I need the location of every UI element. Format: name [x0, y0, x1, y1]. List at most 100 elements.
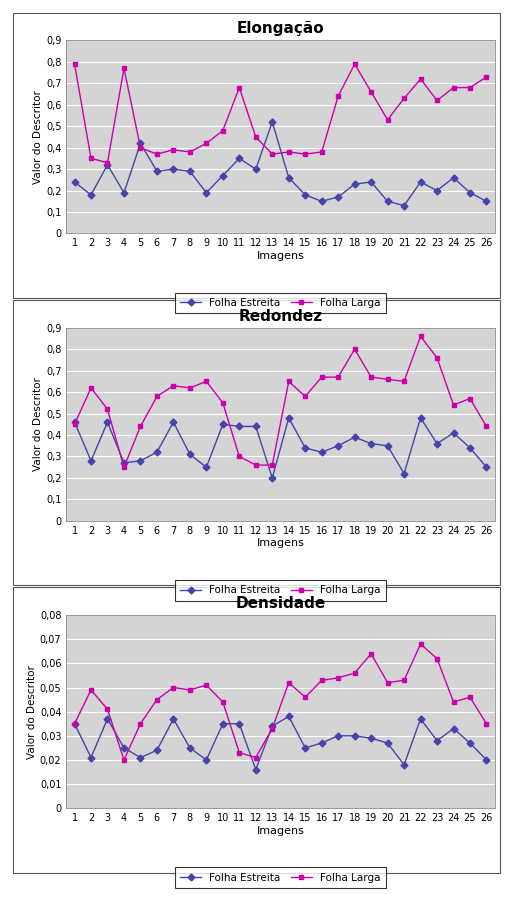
Line: Folha Estreita: Folha Estreita — [72, 119, 488, 208]
Folha Estreita — [449, 723, 456, 734]
Folha Larga — [186, 383, 192, 393]
Folha Larga — [285, 146, 291, 157]
Folha Estreita — [252, 421, 259, 432]
Folha Estreita — [417, 412, 423, 423]
Folha Larga — [219, 697, 225, 708]
Folha Larga — [417, 638, 423, 649]
Folha Larga — [71, 58, 77, 69]
Folha Larga — [88, 153, 94, 163]
Folha Estreita — [367, 733, 374, 744]
Folha Larga — [433, 653, 439, 664]
Folha Estreita — [88, 455, 94, 466]
Folha Larga — [170, 145, 176, 155]
Folha Larga — [269, 460, 275, 471]
Folha Larga — [334, 372, 341, 383]
Folha Estreita — [285, 172, 291, 183]
Folha Larga — [334, 673, 341, 683]
Line: Folha Larga: Folha Larga — [72, 334, 488, 470]
Folha Estreita — [236, 153, 242, 163]
Folha Estreita — [104, 160, 110, 171]
Y-axis label: Valor do Descritor: Valor do Descritor — [33, 90, 43, 184]
Title: Densidade: Densidade — [235, 596, 325, 612]
Folha Larga — [433, 352, 439, 363]
Folha Estreita — [384, 737, 390, 748]
Folha Estreita — [384, 440, 390, 451]
Folha Larga — [351, 344, 357, 355]
Folha Estreita — [203, 754, 209, 765]
Folha Estreita — [351, 730, 357, 741]
Folha Estreita — [71, 417, 77, 427]
Folha Larga — [137, 718, 143, 729]
Folha Larga — [367, 648, 374, 659]
Folha Larga — [301, 691, 307, 702]
Folha Larga — [219, 125, 225, 136]
Folha Larga — [154, 149, 160, 160]
Line: Folha Larga: Folha Larga — [72, 62, 488, 165]
Folha Larga — [121, 63, 127, 74]
Folha Estreita — [334, 191, 341, 202]
Legend: Folha Estreita, Folha Larga: Folha Estreita, Folha Larga — [175, 293, 385, 313]
Folha Larga — [104, 157, 110, 168]
Folha Larga — [400, 376, 406, 387]
Folha Estreita — [170, 714, 176, 725]
Folha Larga — [285, 376, 291, 387]
Folha Estreita — [285, 412, 291, 423]
Folha Larga — [269, 149, 275, 160]
Folha Estreita — [71, 718, 77, 729]
Folha Estreita — [417, 714, 423, 725]
Folha Estreita — [483, 754, 489, 765]
Folha Larga — [104, 704, 110, 715]
Folha Larga — [367, 86, 374, 97]
Folha Larga — [186, 684, 192, 695]
Folha Larga — [121, 754, 127, 765]
Legend: Folha Estreita, Folha Larga: Folha Estreita, Folha Larga — [175, 867, 385, 888]
Folha Estreita — [219, 718, 225, 729]
X-axis label: Imagens: Imagens — [256, 826, 304, 836]
Folha Larga — [170, 381, 176, 392]
Folha Estreita — [88, 189, 94, 200]
Folha Estreita — [449, 172, 456, 183]
Folha Estreita — [351, 179, 357, 189]
Folha Estreita — [121, 458, 127, 469]
Folha Estreita — [318, 447, 324, 458]
Folha Larga — [252, 753, 259, 763]
Folha Estreita — [433, 735, 439, 746]
Folha Larga — [449, 83, 456, 93]
Folha Estreita — [483, 196, 489, 207]
Folha Larga — [121, 462, 127, 472]
Legend: Folha Estreita, Folha Larga: Folha Estreita, Folha Larga — [175, 580, 385, 601]
Folha Estreita — [154, 447, 160, 458]
Folha Larga — [252, 460, 259, 471]
Folha Larga — [301, 391, 307, 401]
Folha Larga — [449, 400, 456, 410]
Folha Estreita — [186, 449, 192, 460]
Folha Estreita — [104, 417, 110, 427]
Folha Estreita — [154, 166, 160, 177]
Folha Larga — [483, 72, 489, 83]
Line: Folha Larga: Folha Larga — [72, 642, 488, 762]
Folha Larga — [384, 677, 390, 688]
Folha Estreita — [334, 730, 341, 741]
Line: Folha Estreita: Folha Estreita — [72, 416, 488, 480]
Folha Estreita — [121, 743, 127, 753]
Folha Estreita — [137, 753, 143, 763]
X-axis label: Imagens: Imagens — [256, 539, 304, 549]
Folha Larga — [154, 391, 160, 401]
Folha Larga — [170, 682, 176, 693]
Folha Estreita — [318, 737, 324, 748]
Folha Larga — [88, 684, 94, 695]
Folha Estreita — [170, 163, 176, 174]
Folha Estreita — [301, 743, 307, 753]
Folha Estreita — [318, 196, 324, 207]
Folha Larga — [400, 675, 406, 686]
Folha Larga — [203, 376, 209, 387]
Folha Larga — [71, 418, 77, 430]
Folha Estreita — [236, 421, 242, 432]
Y-axis label: Valor do Descritor: Valor do Descritor — [33, 377, 43, 471]
Folha Larga — [384, 114, 390, 125]
Folha Larga — [137, 421, 143, 432]
Folha Estreita — [121, 188, 127, 198]
Folha Larga — [186, 146, 192, 157]
Folha Estreita — [269, 117, 275, 128]
Folha Estreita — [252, 764, 259, 775]
